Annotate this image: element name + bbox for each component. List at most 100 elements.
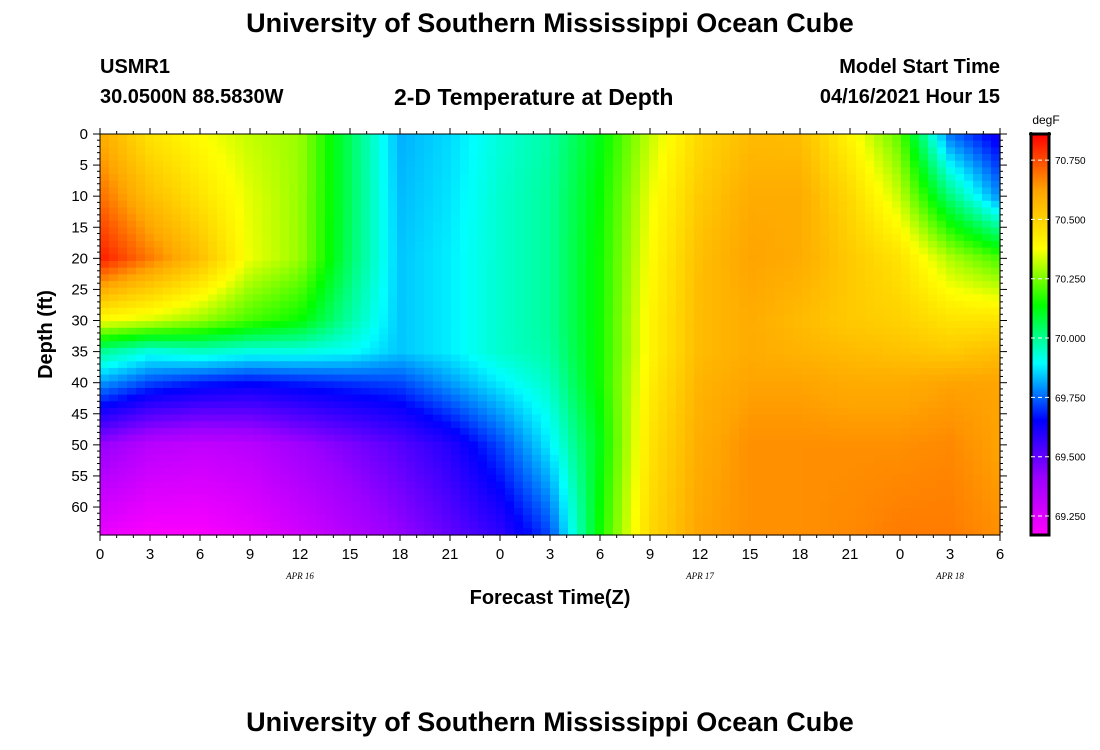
heatmap-cell (397, 381, 407, 389)
heatmap-cell (595, 414, 605, 422)
heatmap-cell (298, 294, 308, 302)
heatmap-cell (415, 301, 425, 309)
heatmap-cell (649, 234, 659, 242)
heatmap-cell (100, 140, 110, 148)
heatmap-cell (109, 301, 119, 309)
heatmap-cell (649, 401, 659, 409)
heatmap-cell (127, 220, 137, 229)
heatmap-cell (991, 448, 1001, 456)
heatmap-cell (100, 314, 110, 322)
heatmap-cell (298, 347, 308, 356)
heatmap-cell (685, 281, 695, 289)
heatmap-cell (190, 448, 200, 456)
heatmap-cell (163, 240, 173, 249)
heatmap-cell (766, 160, 776, 169)
heatmap-cell (586, 434, 596, 443)
heatmap-cell (658, 408, 668, 416)
heatmap-cell (181, 347, 191, 356)
heatmap-cell (928, 247, 938, 255)
heatmap-cell (613, 234, 623, 242)
heatmap-cell (244, 220, 254, 229)
heatmap-cell (730, 174, 740, 182)
heatmap-cell (613, 154, 623, 162)
heatmap-cell (253, 134, 263, 142)
heatmap-cell (586, 401, 596, 409)
heatmap-cell (226, 267, 236, 275)
heatmap-cell (802, 240, 812, 249)
heatmap-cell (712, 200, 722, 209)
heatmap-cell (496, 274, 506, 282)
heatmap-cell (604, 287, 614, 295)
heatmap-cell (415, 220, 425, 229)
heatmap-cell (334, 180, 344, 189)
heatmap-cell (658, 354, 668, 362)
heatmap-cell (793, 327, 803, 336)
heatmap-cell (649, 394, 659, 402)
heatmap-cell (451, 140, 461, 148)
heatmap-cell (793, 134, 803, 142)
heatmap-cell (190, 461, 200, 469)
heatmap-cell (910, 387, 920, 396)
heatmap-cell (739, 374, 749, 382)
heatmap-cell (757, 214, 767, 222)
heatmap-cell (370, 334, 380, 342)
heatmap-cell (820, 367, 830, 376)
heatmap-cell (622, 461, 632, 469)
heatmap-cell (361, 307, 371, 316)
heatmap-cell (280, 180, 290, 189)
heatmap-cell (667, 294, 677, 302)
heatmap-cell (793, 140, 803, 148)
heatmap-cell (838, 387, 848, 396)
heatmap-cell (550, 274, 560, 282)
heatmap-cell (199, 454, 209, 463)
heatmap-cell (712, 428, 722, 436)
heatmap-cell (577, 160, 587, 169)
heatmap-cell (262, 354, 272, 362)
heatmap-cell (712, 207, 722, 215)
heatmap-cell (154, 200, 164, 209)
heatmap-cell (937, 441, 947, 449)
heatmap-cell (550, 174, 560, 182)
heatmap-cell (262, 387, 272, 396)
heatmap-cell (892, 154, 902, 162)
heatmap-cell (586, 220, 596, 229)
heatmap-cell (163, 220, 173, 229)
heatmap-cell (433, 200, 443, 209)
heatmap-cell (496, 240, 506, 249)
heatmap-cell (298, 441, 308, 449)
heatmap-cell (982, 281, 992, 289)
heatmap-cell (235, 234, 245, 242)
heatmap-cell (793, 421, 803, 429)
heatmap-cell (622, 374, 632, 382)
heatmap-cell (973, 387, 983, 396)
heatmap-cell (271, 394, 281, 402)
heatmap-cell (676, 307, 686, 316)
heatmap-cell (118, 301, 128, 309)
heatmap-cell (595, 354, 605, 362)
heatmap-cell (856, 307, 866, 316)
heatmap-cell (316, 140, 326, 148)
heatmap-cell (244, 294, 254, 302)
heatmap-cell (730, 254, 740, 262)
heatmap-cell (748, 327, 758, 336)
heatmap-cell (343, 147, 353, 155)
heatmap-cell (505, 267, 515, 275)
heatmap-cell (424, 361, 434, 369)
heatmap-cell (523, 334, 533, 342)
heatmap-cell (127, 434, 137, 443)
heatmap-cell (163, 160, 173, 169)
heatmap-cell (550, 187, 560, 195)
heatmap-cell (136, 408, 146, 416)
heatmap-cell (109, 461, 119, 469)
heatmap-cell (541, 260, 551, 269)
heatmap-cell (730, 307, 740, 316)
heatmap-cell (793, 454, 803, 463)
heatmap-cell (451, 334, 461, 342)
heatmap-cell (388, 240, 398, 249)
heatmap-cell (415, 294, 425, 302)
heatmap-cell (739, 347, 749, 356)
heatmap-cell (784, 187, 794, 195)
heatmap-cell (775, 301, 785, 309)
heatmap-cell (991, 174, 1001, 182)
heatmap-cell (154, 428, 164, 436)
